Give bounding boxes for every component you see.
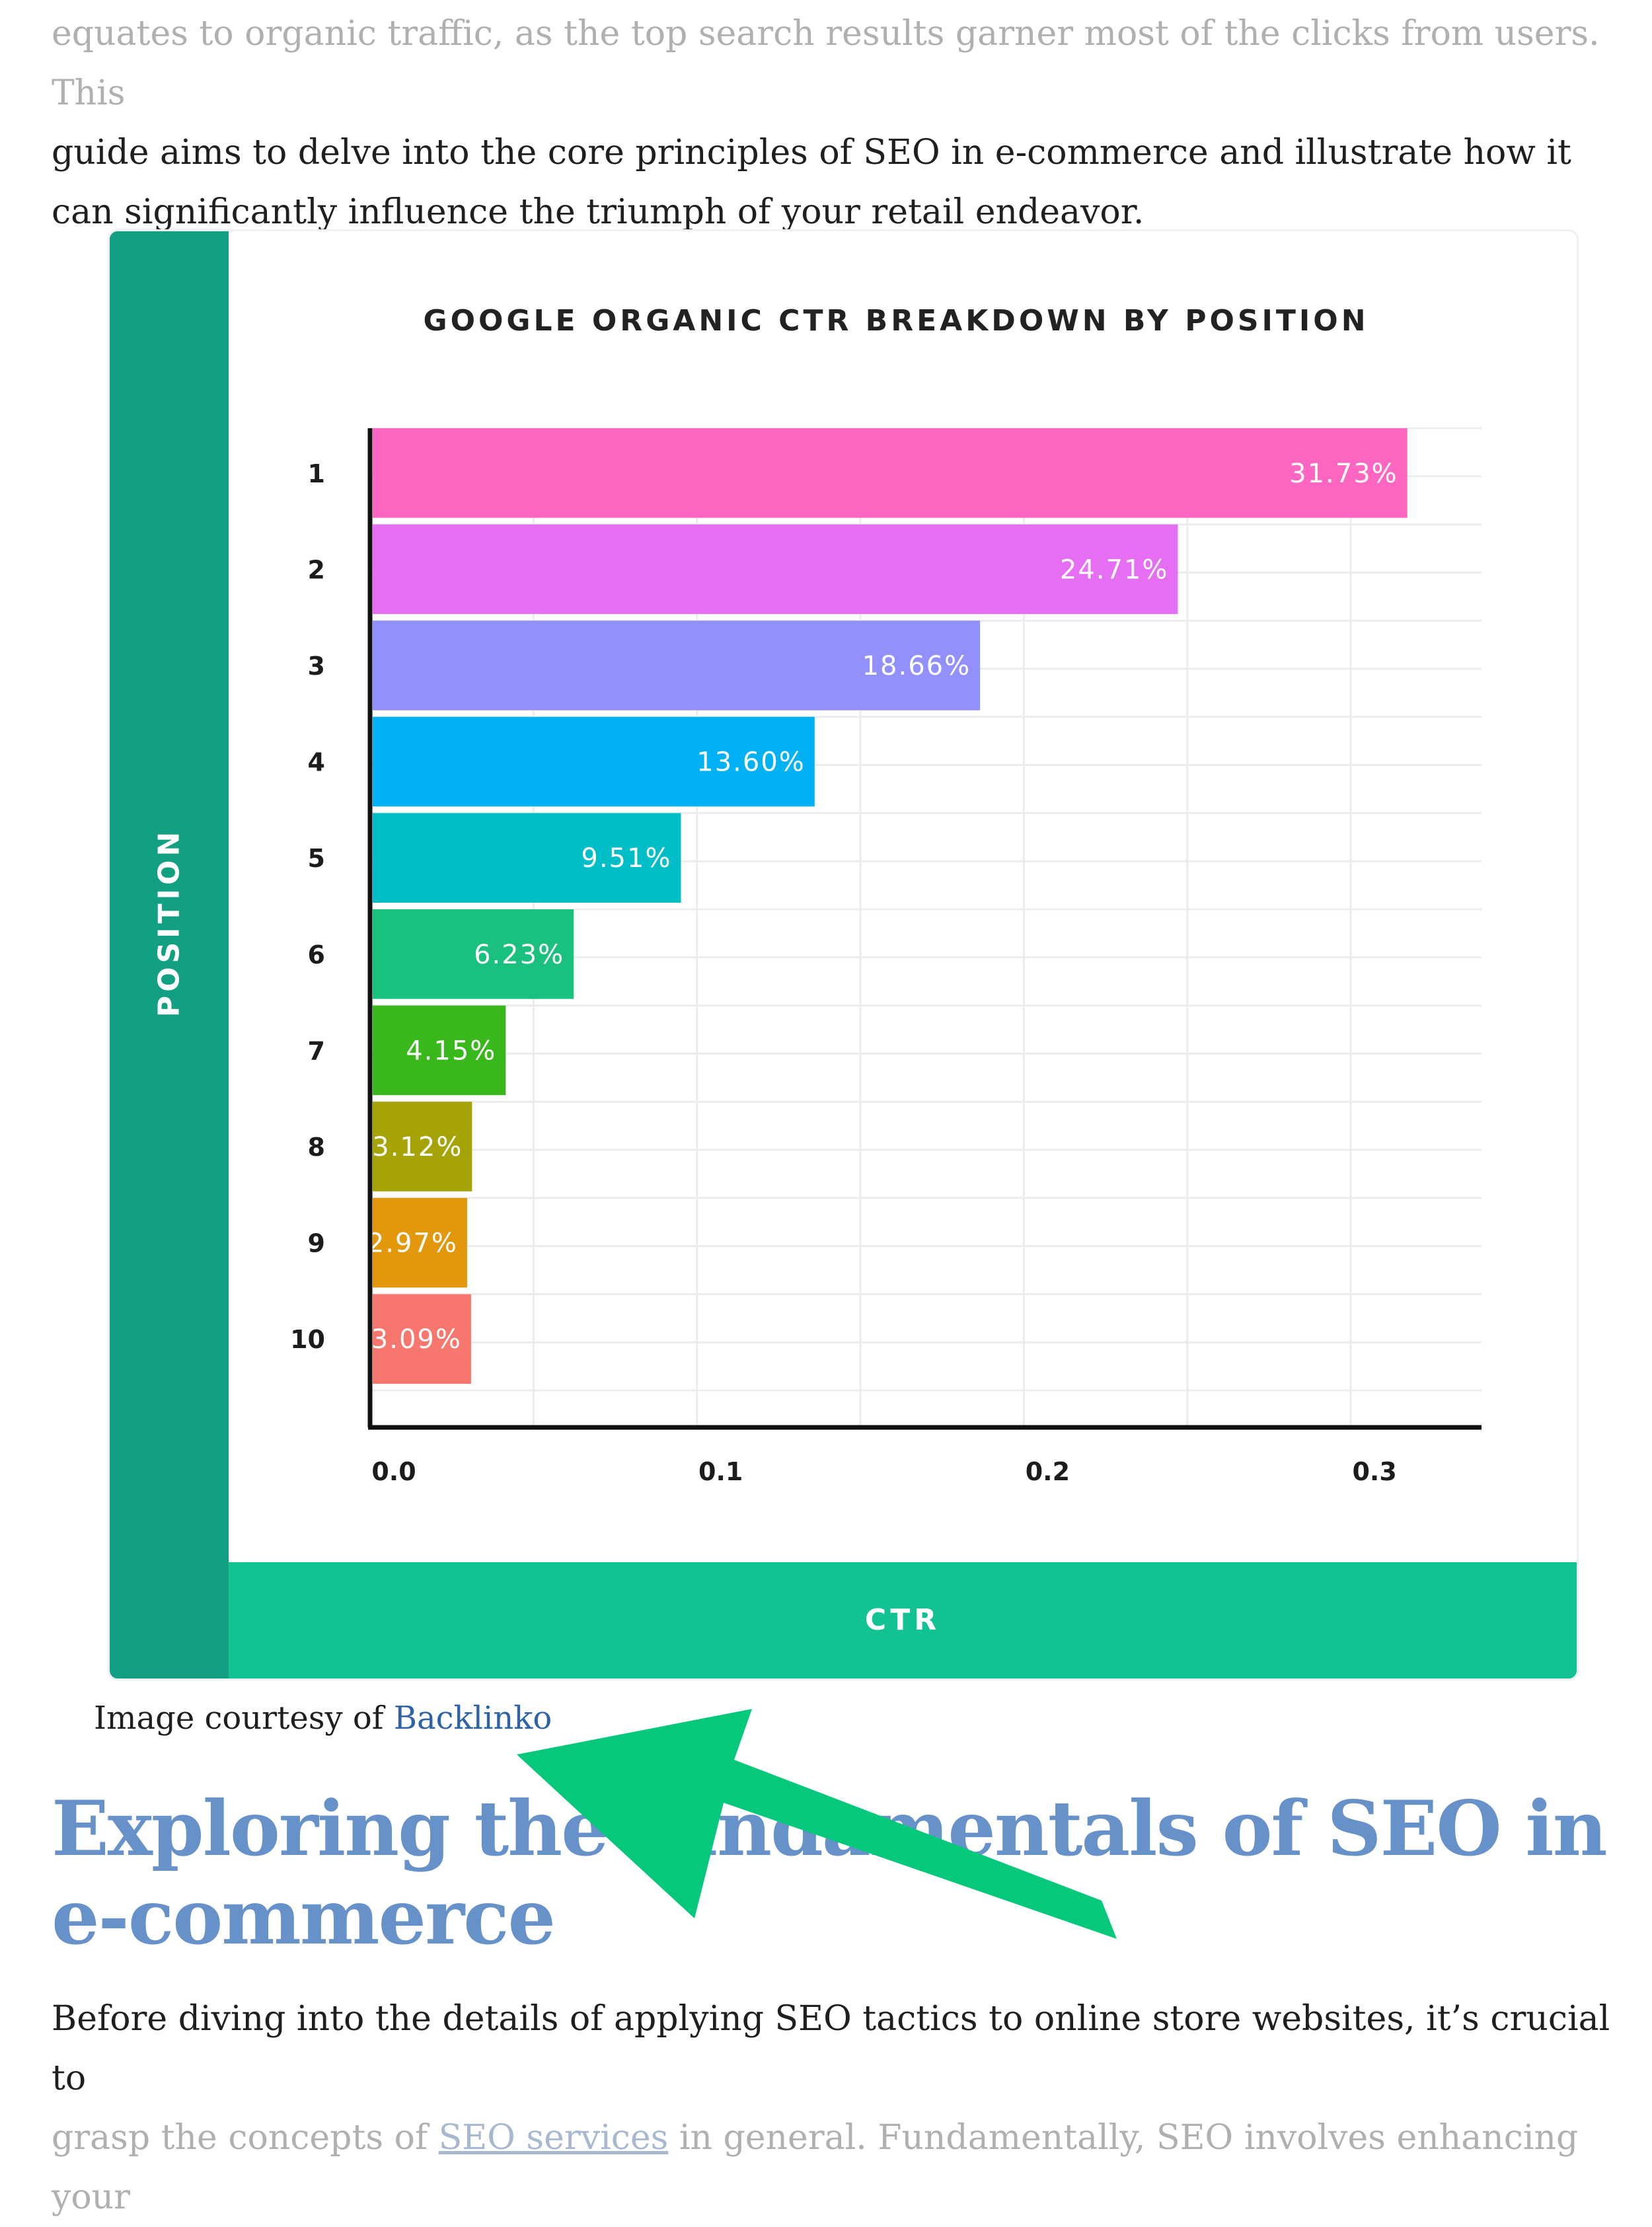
intro-lines-2-3: guide aims to delve into the core princi…: [52, 133, 1571, 232]
chart-x-tick-label: 0.0: [371, 1457, 416, 1486]
ctr-chart-figure: POSITION CTR GOOGLE ORGANIC CTR BREAKDOW…: [110, 231, 1577, 1679]
chart-bar: [373, 1005, 506, 1096]
chart-y-tick-label: 5: [308, 844, 325, 873]
backlinko-link[interactable]: Backlinko: [393, 1700, 552, 1737]
chart-x-axis-band: CTR: [229, 1562, 1577, 1679]
intro-paragraph: equates to organic traffic, as the top s…: [52, 4, 1618, 242]
section-heading: Exploring the fundamentals of SEO in e-c…: [52, 1784, 1608, 1961]
chart-y-tick-label: 1: [308, 459, 325, 488]
chart-bar: [373, 813, 681, 903]
body-paragraph: Before diving into the details of applyi…: [52, 1989, 1618, 2227]
chart-y-ticks: 1 2 3 4 5 6 7 8 9 10: [290, 459, 325, 1354]
chart-bar: [373, 1102, 472, 1191]
chart-x-tick-label: 0.2: [1026, 1457, 1070, 1486]
body-line-2: grasp the concepts of SEO services in ge…: [52, 2118, 1578, 2217]
chart-x-tick-label: 0.1: [698, 1457, 743, 1486]
chart-bar-data-label: 4.15%: [406, 1036, 496, 1066]
chart-bar: [373, 621, 981, 710]
chart-title: GOOGLE ORGANIC CTR BREAKDOWN BY POSITION: [423, 304, 1369, 338]
chart-bar-data-label: 6.23%: [474, 940, 564, 970]
image-caption: Image courtesy of Backlinko: [94, 1700, 552, 1737]
chart-bar-data-label: 31.73%: [1289, 459, 1398, 489]
chart-y-tick-label: 10: [290, 1325, 325, 1354]
chart-bar-data-label: 9.51%: [581, 843, 671, 874]
chart-bar: [373, 524, 1178, 615]
chart-bar-data-label: 3.09%: [371, 1324, 462, 1355]
chart-bar-data-label: 3.12%: [372, 1132, 463, 1162]
chart-bar-data-label: 2.97%: [367, 1228, 458, 1259]
chart-bar-data-label: 18.66%: [862, 651, 971, 681]
ctr-bar-chart: GOOGLE ORGANIC CTR BREAKDOWN BY POSITION…: [290, 304, 1482, 1486]
chart-bar-data-label: 24.71%: [1060, 554, 1169, 585]
chart-x-axis-label: CTR: [864, 1603, 941, 1637]
chart-bar: [373, 716, 815, 807]
body-line-2-start: grasp the concepts of: [52, 2118, 439, 2158]
chart-bar: [373, 909, 574, 999]
body-line-1: Before diving into the details of applyi…: [52, 1999, 1610, 2098]
chart-y-tick-label: 4: [308, 748, 325, 777]
chart-x-ticks: 0.0 0.1 0.2 0.3: [371, 1457, 1396, 1486]
chart-bar: [373, 1197, 467, 1288]
seo-services-link[interactable]: SEO services: [438, 2118, 669, 2158]
chart-x-tick-label: 0.3: [1352, 1457, 1396, 1486]
chart-y-axis-band: POSITION: [110, 231, 229, 1679]
chart-y-tick-label: 3: [308, 652, 325, 681]
chart-bar-data-label: 13.60%: [696, 747, 806, 778]
chart-bars: 31.73% 24.71% 18.66% 13.60% 9.51% 6.23% 4.15% 3…: [367, 428, 1408, 1384]
chart-y-tick-label: 9: [308, 1229, 325, 1258]
chart-y-tick-label: 7: [308, 1036, 325, 1065]
chart-bar: [373, 1294, 471, 1384]
caption-prefix: Image courtesy of: [94, 1700, 394, 1737]
intro-line-1: equates to organic traffic, as the top s…: [52, 14, 1600, 113]
chart-y-tick-label: 8: [308, 1133, 325, 1162]
chart-y-tick-label: 2: [308, 555, 325, 584]
chart-bar: [373, 428, 1408, 518]
chart-y-tick-label: 6: [308, 940, 325, 969]
